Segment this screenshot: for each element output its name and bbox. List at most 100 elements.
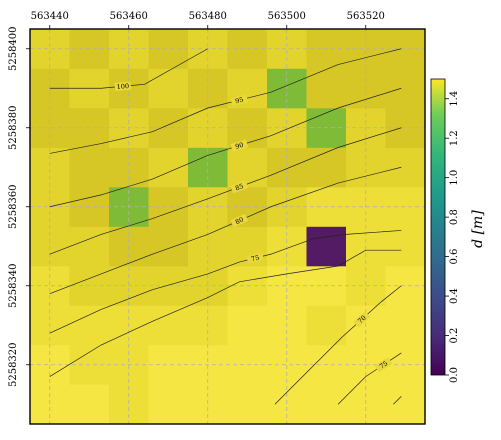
heatmap-cell bbox=[109, 147, 149, 188]
y-tick-label: 5258360 bbox=[8, 184, 19, 229]
heatmap-cell bbox=[148, 305, 189, 346]
heatmap-cell bbox=[30, 29, 70, 69]
x-tick-label: 563440 bbox=[31, 11, 69, 22]
contour-label-bg bbox=[230, 139, 249, 152]
contour-label: 100 bbox=[116, 82, 129, 91]
heatmap-cell bbox=[306, 68, 347, 109]
contour-line bbox=[49, 166, 402, 294]
heatmap-cell bbox=[385, 305, 425, 346]
contour-line bbox=[274, 285, 402, 405]
contour-line bbox=[49, 48, 402, 154]
heatmap-cell bbox=[69, 305, 110, 346]
contour-label: 80 bbox=[234, 216, 245, 227]
heatmap-cell bbox=[227, 384, 268, 424]
heatmap-cell bbox=[227, 147, 268, 188]
heatmap-cell bbox=[306, 384, 347, 424]
contour-line bbox=[393, 396, 402, 405]
heatmap-cell bbox=[267, 345, 307, 385]
heatmap-cell bbox=[346, 29, 386, 69]
plot-frame bbox=[29, 28, 426, 425]
y-tick-label: 5258400 bbox=[8, 26, 19, 71]
heatmap-cell bbox=[267, 266, 307, 306]
heatmap-cell bbox=[267, 29, 307, 69]
heatmap-cell bbox=[306, 147, 347, 188]
heatmap-cell bbox=[227, 305, 268, 346]
y-axis: 5258320 5258340 5258360 5258380 5258400 bbox=[8, 26, 30, 387]
colorbar-tick-label: 0.4 bbox=[449, 288, 460, 304]
heatmap-cell bbox=[385, 108, 425, 148]
colorbar-tick-label: 0.8 bbox=[449, 209, 460, 225]
heatmap-cell bbox=[148, 384, 189, 424]
heatmap-cell bbox=[30, 345, 70, 385]
heatmap-cell bbox=[30, 266, 70, 306]
contour-label: 75 bbox=[378, 359, 389, 370]
contour-label-bg bbox=[246, 252, 264, 264]
heatmap-cell bbox=[385, 226, 425, 267]
heatmap-cell bbox=[346, 147, 386, 188]
heatmap-cell bbox=[148, 345, 189, 385]
x-tick-label: 563520 bbox=[347, 11, 385, 22]
heatmap-cell bbox=[148, 29, 189, 69]
heatmap-cell bbox=[385, 266, 425, 306]
heatmap-cell bbox=[30, 384, 70, 424]
heatmap-cell bbox=[148, 147, 189, 188]
heatmap-cell bbox=[69, 226, 110, 267]
grid-lines bbox=[30, 29, 425, 424]
x-axis: 563440 563460 563480 563500 563520 bbox=[31, 11, 385, 29]
contour-label-bg bbox=[374, 356, 393, 373]
heatmap-cell bbox=[109, 384, 149, 424]
heatmap-cell bbox=[385, 68, 425, 109]
heatmap-cell bbox=[30, 147, 70, 188]
contour-label-bg bbox=[114, 81, 132, 91]
colorbar-ticks: 0.0 0.2 0.4 0.6 0.8 1.0 1.2 1.4 bbox=[445, 91, 460, 383]
heatmap-cell bbox=[148, 266, 189, 306]
colorbar-gradient bbox=[430, 78, 446, 376]
heatmap-cell bbox=[346, 266, 386, 306]
heatmap-cell bbox=[385, 29, 425, 69]
contour-label-bg bbox=[353, 311, 371, 328]
contour-label-bg bbox=[230, 180, 249, 194]
contour-line bbox=[49, 230, 402, 334]
heatmap-cell bbox=[385, 187, 425, 227]
contour-line bbox=[49, 249, 402, 377]
colorbar: 0.0 0.2 0.4 0.6 0.8 1.0 1.2 1.4 d [m] bbox=[430, 78, 486, 383]
contour-label: 85 bbox=[234, 182, 245, 192]
heatmap-cell bbox=[306, 305, 347, 346]
heatmap-cell bbox=[306, 226, 347, 267]
colorbar-tick-label: 0.6 bbox=[449, 249, 460, 265]
contour-label-bg bbox=[230, 213, 249, 228]
heatmap-cell bbox=[385, 345, 425, 385]
heatmap-cell bbox=[148, 108, 189, 148]
colorbar-tick-label: 1.2 bbox=[449, 130, 460, 146]
colorbar-label: d [m] bbox=[470, 210, 486, 248]
colorbar-tick-label: 1.0 bbox=[449, 170, 460, 186]
y-tick-label: 5258320 bbox=[8, 342, 19, 387]
contour-label: 75 bbox=[250, 254, 260, 264]
contour-lines: 100 95 90 85 80 75 70 75 bbox=[49, 48, 402, 405]
heatmap-cell bbox=[148, 187, 189, 227]
x-tick-label: 563500 bbox=[268, 11, 306, 22]
contour-line bbox=[49, 87, 402, 208]
heatmap-cell bbox=[69, 147, 110, 188]
colorbar-tick-label: 0.2 bbox=[449, 328, 460, 344]
heatmap-cell bbox=[385, 147, 425, 188]
colorbar-tick-label: 1.4 bbox=[449, 91, 460, 107]
heatmap-cell bbox=[148, 226, 189, 267]
heatmap-cell bbox=[267, 147, 307, 188]
heatmap-cell bbox=[188, 384, 228, 424]
y-tick-label: 5258380 bbox=[8, 105, 19, 150]
y-tick-label: 5258340 bbox=[8, 263, 19, 308]
heatmap-cell bbox=[148, 68, 189, 109]
contour-label-bg bbox=[230, 94, 249, 106]
heatmap-cell bbox=[267, 384, 307, 424]
colorbar-tick-label: 0.0 bbox=[449, 367, 460, 383]
contour-label: 90 bbox=[234, 141, 244, 151]
contour-label: 70 bbox=[356, 314, 368, 325]
x-tick-label: 563480 bbox=[189, 11, 227, 22]
heatmap-cell bbox=[385, 384, 425, 424]
contour-line bbox=[49, 127, 402, 255]
heatmap-cell bbox=[188, 147, 228, 188]
heatmap-cell bbox=[69, 384, 110, 424]
x-tick-label: 563460 bbox=[110, 11, 148, 22]
